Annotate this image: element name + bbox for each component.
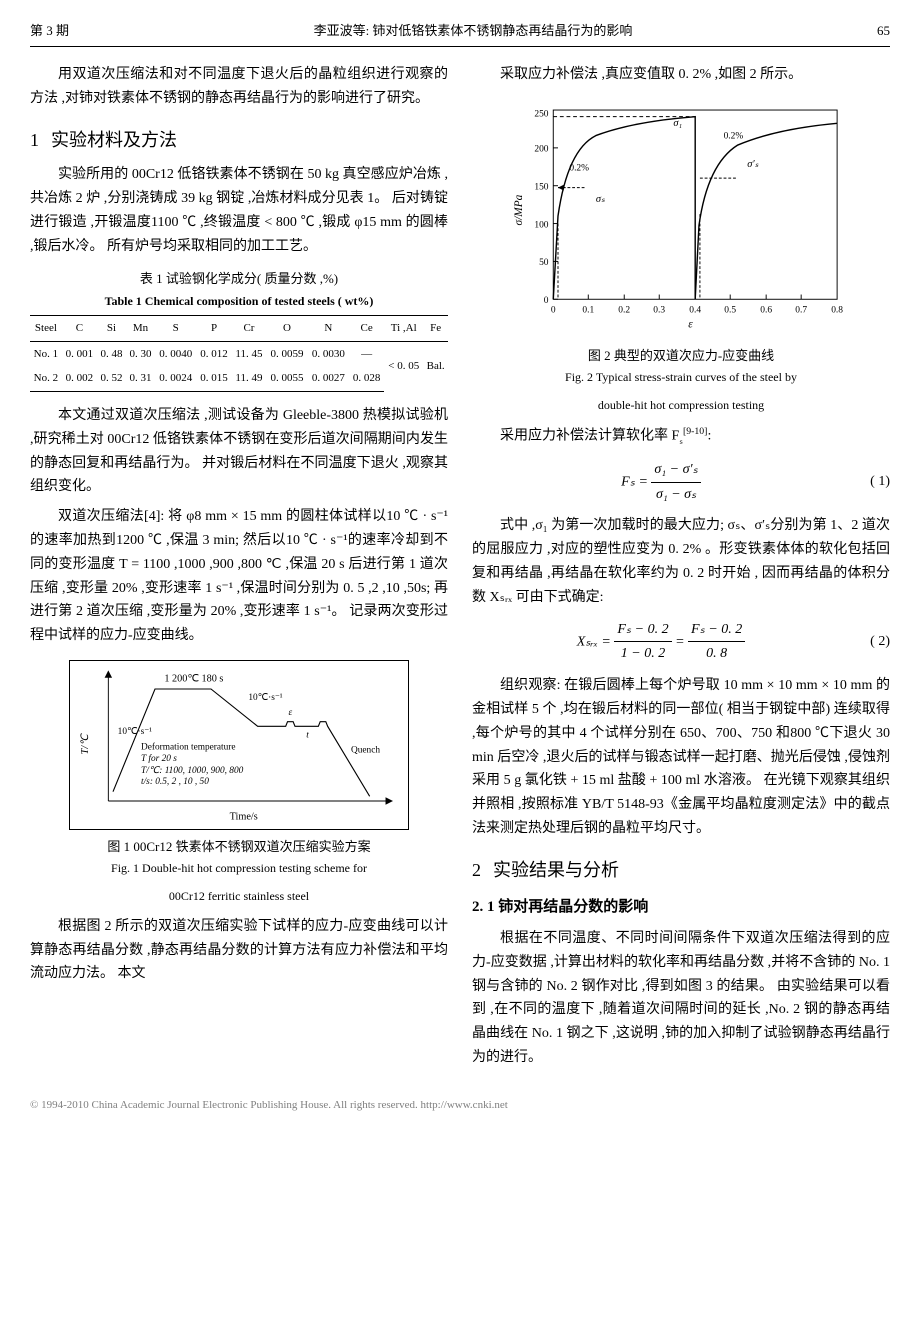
fig2-ylabel: σ/MPa <box>513 194 525 225</box>
section-1-heading: 1实验材料及方法 <box>30 125 448 156</box>
svg-text:0.7: 0.7 <box>795 305 807 315</box>
svg-text:Deformation temperature: Deformation temperature <box>141 742 236 753</box>
header-left: 第 3 期 <box>30 20 69 42</box>
table1: Steel C Si Mn S P Cr O N Ce Ti ,Al Fe No… <box>30 315 448 392</box>
method-para-1: 本文通过双道次压缩法 ,测试设备为 Gleeble-3800 热模拟试验机 ,研… <box>30 404 448 499</box>
fig2-yticks: 0 50 100 150 200 250 <box>534 110 548 306</box>
fig1-caption-cn: 图 1 00Cr12 铁素体不锈钢双道次压缩实验方案 <box>30 836 448 858</box>
fig2-xticks: 0 0.1 0.2 0.3 0.4 0.5 0.6 0.7 0.8 <box>551 305 843 315</box>
right-column: 采取应力补偿法 ,真应变值取 0. 2% ,如图 2 所示。 σ/MPa 0 5… <box>472 63 890 1076</box>
svg-text:10℃·s⁻¹: 10℃·s⁻¹ <box>118 727 152 737</box>
equation-2: Xₛᵣₓ = Fₛ − 0. 21 − 0. 2 = Fₛ − 0. 20. 8… <box>472 618 890 667</box>
table1-caption-en: Table 1 Chemical composition of tested s… <box>30 291 448 311</box>
svg-text:σ₁: σ₁ <box>673 118 682 129</box>
svg-text:150: 150 <box>534 182 548 192</box>
svg-text:0.2: 0.2 <box>618 305 630 315</box>
page-footer: © 1994-2010 China Academic Journal Elect… <box>30 1096 890 1115</box>
fig2-caption-en-2: double-hit hot compression testing <box>472 395 890 415</box>
svg-text:0.2%: 0.2% <box>724 131 744 141</box>
method-para-2: 双道次压缩法[4]: 将 φ8 mm × 15 mm 的圆柱体试样以10 ℃ ·… <box>30 505 448 648</box>
fig2-caption-cn: 图 2 典型的双道次应力-应变曲线 <box>472 345 890 367</box>
equation-1: Fₛ = σ₁ − σ′ₛσ₁ − σₛ ( 1) <box>472 458 890 507</box>
svg-text:T/℃: 1100, 1000, 900, 800: T/℃: 1100, 1000, 900, 800 <box>141 766 244 776</box>
header-right: 65 <box>877 20 890 42</box>
svg-text:ε: ε <box>688 319 693 331</box>
svg-text:0.1: 0.1 <box>582 305 594 315</box>
page-header: 第 3 期 李亚波等: 铈对低铬铁素体不锈钢静态再结晶行为的影响 65 <box>30 20 890 47</box>
table1-row-1: No. 1 0. 001 0. 48 0. 30 0. 0040 0. 012 … <box>30 341 448 366</box>
fig1-caption-en-2: 00Cr12 ferritic stainless steel <box>30 886 448 906</box>
svg-text:σₛ: σₛ <box>596 194 605 205</box>
svg-text:Time/s: Time/s <box>230 812 258 823</box>
svg-text:0.5: 0.5 <box>724 305 736 315</box>
svg-text:250: 250 <box>534 110 548 120</box>
right-p4: 组织观察: 在锻后圆棒上每个炉号取 10 mm × 10 mm × 10 mm … <box>472 674 890 841</box>
svg-text:Quench: Quench <box>351 745 380 755</box>
fig1-caption-en-1: Fig. 1 Double-hit hot compression testin… <box>30 858 448 878</box>
svg-text:σ′ₛ: σ′ₛ <box>747 159 758 170</box>
svg-text:0: 0 <box>544 296 549 306</box>
svg-text:50: 50 <box>539 258 549 268</box>
svg-text:200: 200 <box>534 145 548 155</box>
svg-text:10℃·s⁻¹: 10℃·s⁻¹ <box>248 693 282 703</box>
right-p1: 采取应力补偿法 ,真应变值取 0. 2% ,如图 2 所示。 <box>472 63 890 87</box>
svg-text:100: 100 <box>534 220 548 230</box>
table1-header-row: Steel C Si Mn S P Cr O N Ce Ti ,Al Fe <box>30 315 448 341</box>
figure-1: T/℃ 1 200℃ 180 s 10℃·s⁻¹ 10℃·s⁻¹ Deforma… <box>69 660 409 830</box>
header-center: 李亚波等: 铈对低铬铁素体不锈钢静态再结晶行为的影响 <box>314 20 633 42</box>
right-p2: 采用应力补偿法计算软化率 Fₛ[9-10]: <box>472 424 890 450</box>
section-2-heading: 2实验结果与分析 <box>472 855 890 886</box>
fig1-ylabel: T/℃ <box>80 733 91 755</box>
svg-text:0.6: 0.6 <box>760 305 772 315</box>
figure-2: σ/MPa 0 50 100 150 200 250 0 0.1 0.2 0.3… <box>501 93 861 339</box>
svg-text:0.8: 0.8 <box>831 305 843 315</box>
section-1-para: 实验所用的 00Cr12 低铬铁素体不锈钢在 50 kg 真空感应炉冶炼 ,共冶… <box>30 163 448 258</box>
left-column: 用双道次压缩法和对不同温度下退火后的晶粒组织进行观察的方法 ,对铈对铁素体不锈钢… <box>30 63 448 1076</box>
right-p5: 根据在不同温度、不同时间间隔条件下双道次压缩法得到的应力-应变数据 ,计算出材料… <box>472 927 890 1070</box>
svg-text:T for 20 s: T for 20 s <box>141 753 177 764</box>
table1-caption-cn: 表 1 试验钢化学成分( 质量分数 ,%) <box>30 268 448 290</box>
svg-text:0.3: 0.3 <box>653 305 665 315</box>
calc-para: 根据图 2 所示的双道次压缩实验下试样的应力-应变曲线可以计算静态再结晶分数 ,… <box>30 915 448 986</box>
svg-text:0: 0 <box>551 305 556 315</box>
svg-text:ε: ε <box>288 708 292 718</box>
svg-text:t: t <box>306 731 309 741</box>
section-2-1-heading: 2. 1 铈对再结晶分数的影响 <box>472 895 890 921</box>
svg-text:0.2%: 0.2% <box>569 163 589 173</box>
fig2-caption-en-1: Fig. 2 Typical stress-strain curves of t… <box>472 367 890 387</box>
intro-para: 用双道次压缩法和对不同温度下退火后的晶粒组织进行观察的方法 ,对铈对铁素体不锈钢… <box>30 63 448 111</box>
svg-text:0.4: 0.4 <box>689 305 701 315</box>
svg-text:t/s: 0.5, 2 , 10 , 50: t/s: 0.5, 2 , 10 , 50 <box>141 777 209 787</box>
svg-text:1 200℃ 180 s: 1 200℃ 180 s <box>164 674 223 685</box>
content-columns: 用双道次压缩法和对不同温度下退火后的晶粒组织进行观察的方法 ,对铈对铁素体不锈钢… <box>30 63 890 1076</box>
right-p3: 式中 ,σ₁ 为第一次加载时的最大应力; σₛ、σ′ₛ分别为第 1、2 道次的屈… <box>472 514 890 609</box>
